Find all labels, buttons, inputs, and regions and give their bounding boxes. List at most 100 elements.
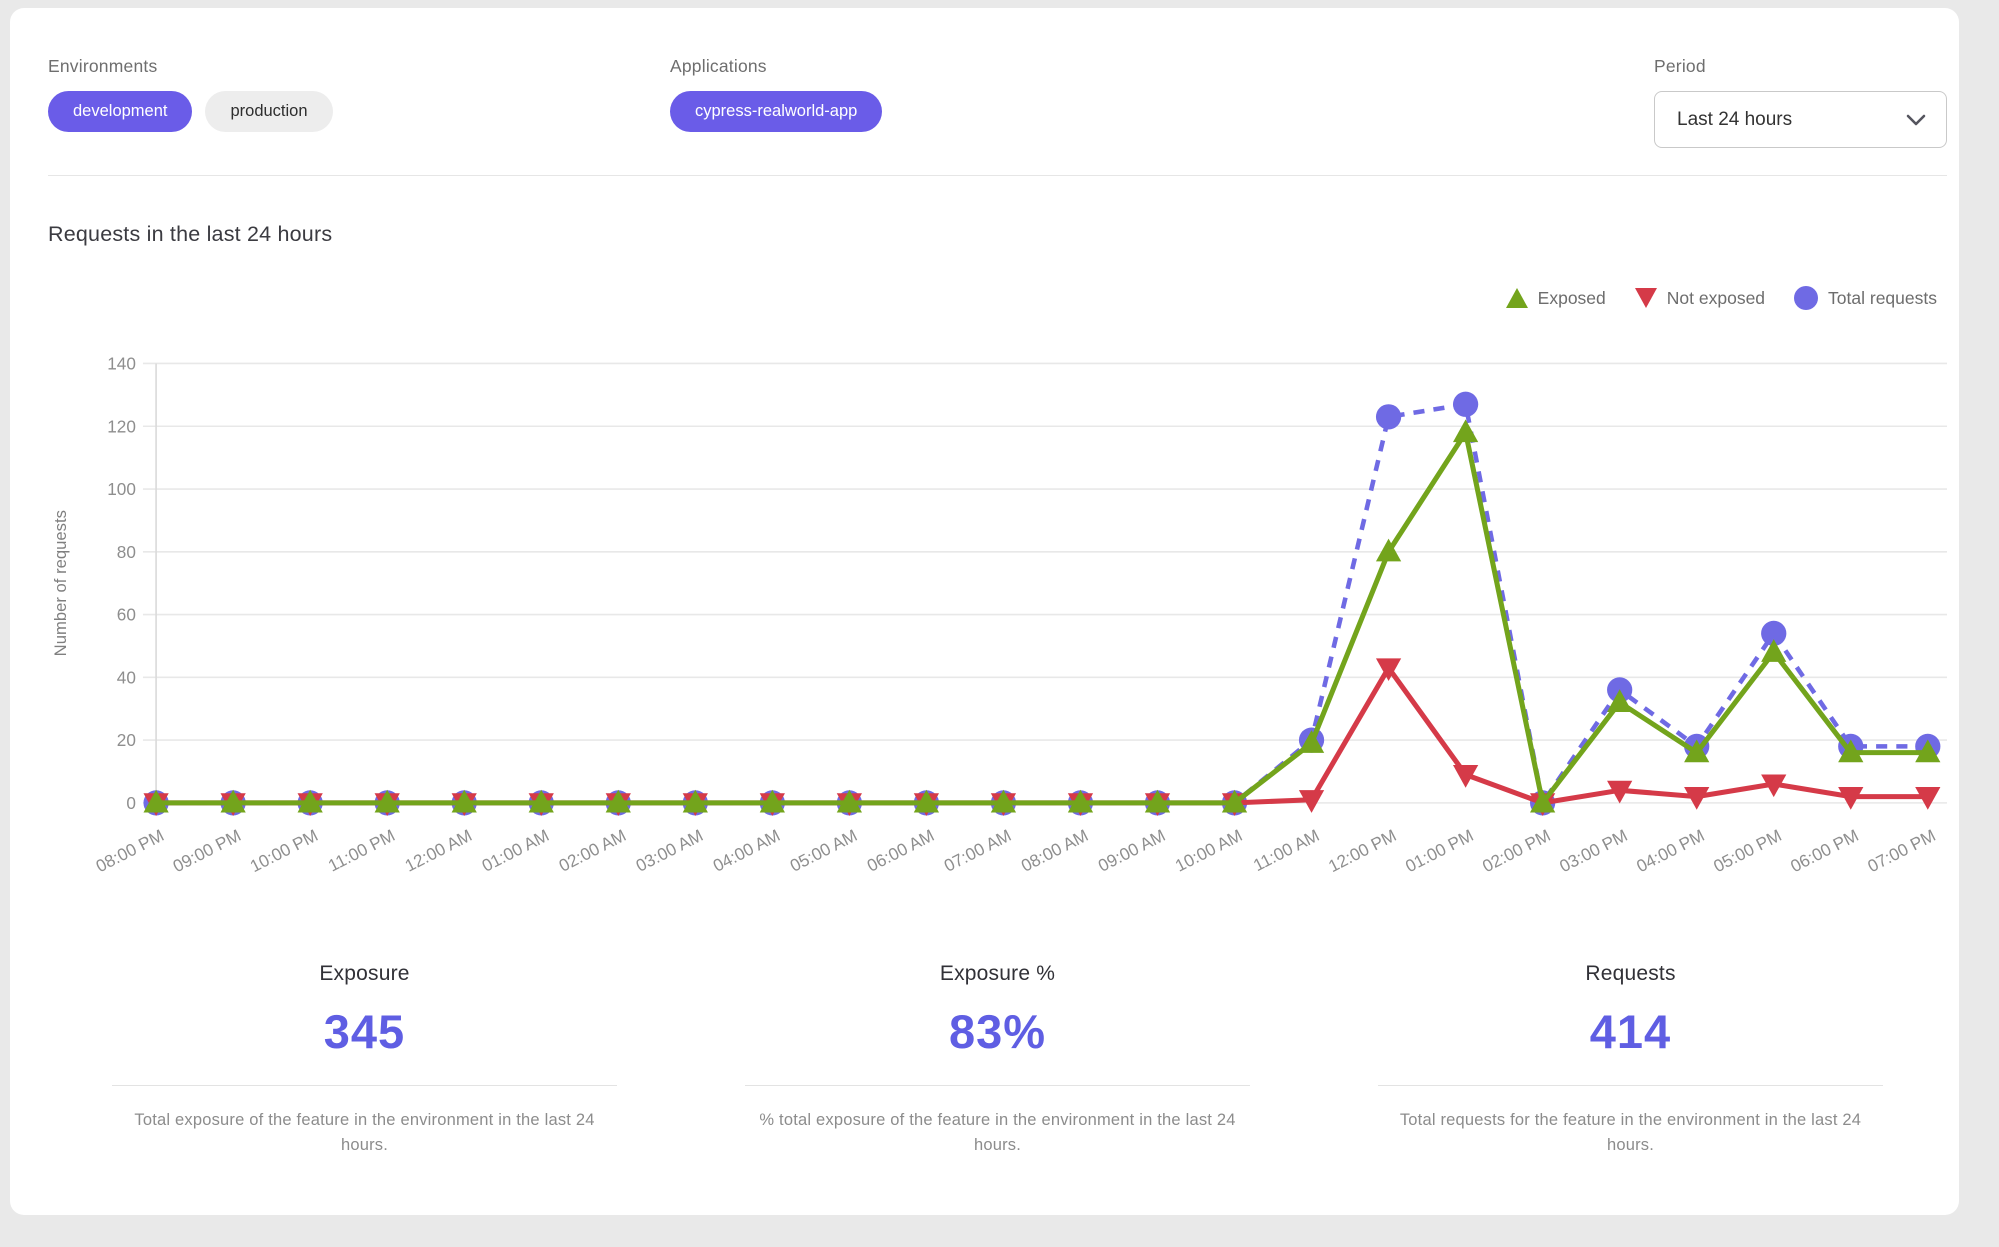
stat-card-exposure-percent: Exposure % 83% % total exposure of the f… [681, 962, 1314, 1159]
period-filter: Period Last 24 hours [1654, 56, 1947, 148]
not-exposed-triangle-down-icon [1634, 288, 1657, 308]
x-tick-label: 10:00 PM [247, 825, 322, 876]
exposed-marker [1221, 789, 1248, 813]
legend-item-total-requests[interactable]: Total requests [1793, 285, 1937, 311]
x-tick-label: 09:00 AM [1095, 825, 1169, 876]
exposed-marker [1915, 739, 1941, 763]
exposed-marker [1375, 538, 1402, 562]
stat-description: Total requests for the feature in the en… [1399, 1110, 1862, 1155]
exposed-marker [1298, 730, 1325, 753]
exposed-triangle-up-icon [1505, 288, 1528, 308]
exposed-marker [528, 789, 554, 813]
y-tick-label: 80 [117, 542, 136, 562]
exposed-marker [1067, 789, 1094, 813]
stat-value: 345 [323, 1004, 406, 1058]
environments-label: Environments [48, 56, 158, 76]
y-tick-label: 140 [107, 354, 136, 374]
period-select[interactable]: Last 24 hours [1654, 91, 1947, 148]
legend-label: Exposed [1537, 287, 1606, 308]
exposed-marker [759, 789, 785, 813]
not-exposed-marker [1761, 774, 1787, 798]
x-tick-label: 02:00 PM [1479, 825, 1554, 876]
not-exposed-marker [1298, 790, 1325, 813]
y-tick-label: 120 [107, 416, 136, 436]
x-tick-label: 08:00 PM [92, 825, 167, 876]
stat-title: Exposure [319, 961, 410, 985]
stat-description: % total exposure of the feature in the e… [759, 1110, 1236, 1155]
legend-item-exposed[interactable]: Exposed [1505, 287, 1606, 309]
legend-label: Not exposed [1666, 287, 1766, 308]
exposed-marker [1761, 639, 1787, 662]
x-tick-label: 01:00 AM [478, 825, 552, 876]
exposed-marker [143, 789, 169, 813]
not-exposed-line [156, 665, 1928, 806]
x-tick-label: 07:00 AM [941, 825, 1015, 876]
legend-item-not-exposed[interactable]: Not exposed [1634, 287, 1765, 309]
environment-chip-development[interactable]: development [48, 91, 193, 132]
x-tick-label: 08:00 AM [1018, 825, 1092, 876]
exposed-marker [913, 789, 940, 813]
exposed-marker [1530, 789, 1556, 813]
y-tick-label: 20 [117, 730, 136, 750]
x-tick-label: 04:00 AM [710, 825, 784, 876]
stat-value: 83% [948, 1004, 1047, 1058]
chart-area: 0 20 40 60 80 100 120 140 08:00 PM 09:00 PM 10:00 … [48, 315, 1947, 896]
x-tick-label: 01:00 PM [1402, 825, 1477, 876]
y-axis-title: Number of requests [51, 510, 70, 656]
stat-title: Requests [1585, 961, 1676, 985]
exposed-marker [374, 789, 400, 813]
x-tick-label: 03:00 PM [1556, 825, 1631, 876]
stat-card-requests: Requests 414 Total requests for the feat… [1314, 962, 1947, 1159]
applications-label: Applications [670, 56, 767, 76]
exposed-marker [1607, 689, 1633, 713]
chevron-down-icon [1906, 114, 1926, 125]
x-tick-label: 12:00 AM [401, 825, 475, 876]
environments-filter: Environments development production [48, 56, 670, 132]
exposed-marker [1144, 789, 1171, 813]
applications-filter: Applications cypress-realworld-app [670, 56, 1654, 132]
stats-row: Exposure 345 Total exposure of the featu… [48, 962, 1947, 1159]
exposed-marker [990, 789, 1017, 813]
y-tick-label: 40 [117, 667, 136, 687]
period-label: Period [1654, 56, 1706, 76]
exposed-marker [1452, 419, 1479, 443]
legend-label: Total requests [1828, 287, 1937, 308]
exposed-marker [297, 789, 323, 813]
x-tick-label: 10:00 AM [1172, 825, 1246, 876]
filters-divider [48, 175, 1947, 176]
exposed-marker [451, 789, 477, 813]
x-tick-label: 04:00 PM [1633, 825, 1708, 876]
total-requests-line [156, 402, 1928, 806]
total-requests-circle-icon [1794, 286, 1819, 310]
x-tick-label: 12:00 PM [1325, 825, 1400, 876]
exposed-marker [1838, 739, 1864, 763]
x-tick-label: 05:00 PM [1710, 825, 1785, 876]
x-tick-label: 05:00 AM [787, 825, 861, 876]
not-exposed-marker [1607, 780, 1633, 804]
x-tick-label: 03:00 AM [633, 825, 707, 876]
application-chip-cypress-realworld-app[interactable]: cypress-realworld-app [670, 91, 883, 132]
total-requests-marker [1761, 620, 1787, 647]
chart-title: Requests in the last 24 hours [48, 222, 333, 246]
exposed-marker [1684, 739, 1710, 763]
not-exposed-marker [1375, 658, 1402, 682]
not-exposed-marker [1452, 765, 1479, 788]
x-tick-label: 06:00 AM [864, 825, 938, 876]
not-exposed-marker [1915, 786, 1941, 810]
x-tick-label: 07:00 PM [1864, 825, 1939, 876]
y-tick-label: 60 [117, 605, 136, 625]
x-tick-label: 11:00 PM [325, 825, 398, 876]
chart-legend: Exposed Not exposed Total requests [48, 285, 1937, 311]
total-requests-marker [1375, 404, 1402, 430]
not-exposed-marker [1684, 786, 1710, 810]
period-select-value: Last 24 hours [1677, 108, 1793, 130]
stat-title: Exposure % [939, 961, 1056, 985]
environment-chip-production[interactable]: production [205, 91, 333, 132]
stat-description: Total exposure of the feature in the env… [134, 1110, 595, 1155]
x-tick-label: 11:00 AM [1250, 825, 1323, 875]
exposed-marker [605, 789, 631, 813]
exposed-marker [836, 789, 862, 813]
exposed-marker [220, 789, 246, 813]
stat-divider [745, 1084, 1250, 1086]
stat-value: 414 [1589, 1004, 1672, 1058]
